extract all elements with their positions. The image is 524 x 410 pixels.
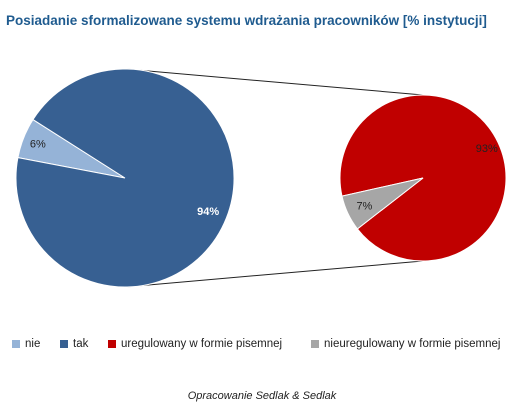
legend-item-nie: nie [12, 338, 40, 350]
main-pie-label-tak: 94% [197, 206, 219, 218]
main-pie-slice-tak [15, 68, 235, 288]
legend-item-tak: tak [60, 338, 88, 350]
legend-swatch [311, 340, 319, 348]
slice-labels: 6% 94% 93% 7% [30, 139, 498, 218]
main-pie [15, 68, 235, 288]
legend-swatch [12, 340, 20, 348]
chart-title: Posiadanie sformalizowane systemu wdraża… [6, 13, 487, 28]
legend-label: nieuregulowany w formie pisemnej [324, 338, 501, 350]
secondary-pie-slice-nieuregulowany-w-formie-pisemnej [341, 177, 424, 230]
source-note: Opracowanie Sedlak & Sedlak [187, 390, 337, 402]
legend-label: uregulowany w formie pisemnej [121, 338, 283, 350]
legend-swatch [108, 340, 116, 348]
legend-item-uregulowany-w-formie-pisemnej: uregulowany w formie pisemnej [108, 338, 282, 350]
legend-label: tak [73, 338, 89, 350]
secondary-pie [339, 94, 507, 262]
legend-swatch [60, 340, 68, 348]
legend: nie tak uregulowany w formie pisemnej nieur… [0, 338, 524, 356]
main-pie-label-nie: 6% [30, 139, 46, 151]
secondary-pie-label-uregulowany-w-formie-pisemnej: 93% [476, 143, 498, 155]
connector-line-top [124, 68, 424, 96]
connector-line-bottom [124, 260, 424, 288]
legend-label: nie [25, 338, 41, 350]
connector-lines [124, 68, 424, 288]
secondary-pie-label-nieuregulowany-w-formie-pisemnej: 7% [356, 201, 372, 213]
legend-item-nieuregulowany-w-formie-pisemnej: nieuregulowany w formie pisemnej [311, 338, 500, 350]
